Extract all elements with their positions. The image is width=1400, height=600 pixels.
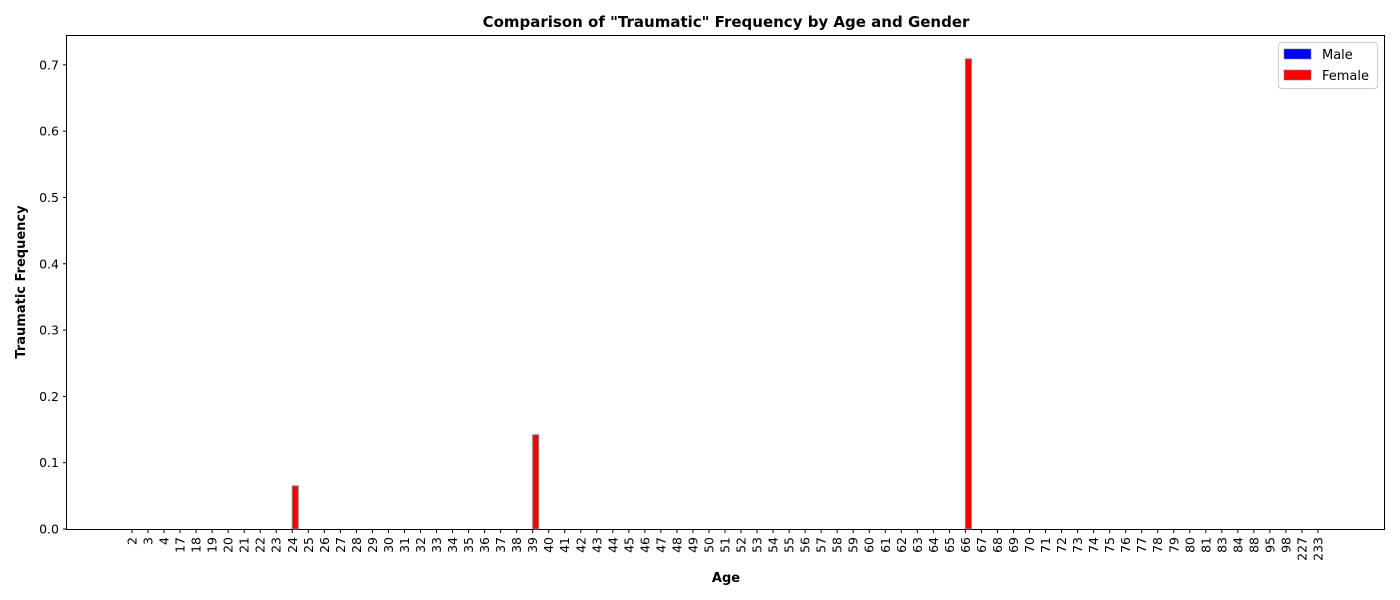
x-tick-label: 84 <box>1230 537 1245 553</box>
y-tick-label: 0.5 <box>39 190 59 205</box>
x-tick-label: 35 <box>461 537 476 553</box>
x-tick-label: 3 <box>141 537 156 545</box>
bar-female-24 <box>291 485 299 530</box>
x-tick-label: 64 <box>926 537 941 553</box>
x-tick-label: 18 <box>189 537 204 553</box>
x-tick-label: 73 <box>1070 537 1085 553</box>
legend-label-male: Male <box>1322 48 1353 63</box>
x-tick-label: 69 <box>1006 537 1021 553</box>
x-tick-label: 54 <box>766 537 781 553</box>
y-axis: 0.0 0.1 0.2 0.3 0.4 0.5 0.6 0.7 <box>39 57 67 537</box>
x-tick-label: 79 <box>1166 537 1181 553</box>
x-tick-label: 42 <box>573 537 588 553</box>
x-tick-label: 50 <box>701 537 716 553</box>
x-tick-label: 63 <box>910 537 925 553</box>
x-tick-label: 65 <box>942 537 957 553</box>
chart-title: Comparison of "Traumatic" Frequency by A… <box>483 13 970 31</box>
y-tick-label: 0.6 <box>39 124 59 139</box>
x-tick-label: 28 <box>349 537 364 553</box>
x-tick-label: 25 <box>301 537 316 553</box>
x-tick-label: 20 <box>221 537 236 553</box>
y-tick-label: 0.4 <box>39 256 59 271</box>
x-tick-label: 23 <box>269 537 284 553</box>
x-tick-label: 233 <box>1311 537 1326 561</box>
x-tick-label: 24 <box>285 537 300 553</box>
x-tick-label: 30 <box>381 537 396 553</box>
x-axis: 2 3 4 17 18 19 20 21 22 23 24 25 26 27 28 29 30 31 32 33 34 3… <box>125 529 1326 561</box>
x-axis-title: Age <box>712 571 740 586</box>
bars-layer <box>291 58 972 530</box>
x-tick-label: 53 <box>750 537 765 553</box>
x-tick-label: 77 <box>1134 537 1149 553</box>
x-tick-label: 88 <box>1246 537 1261 553</box>
legend-swatch-female <box>1283 69 1312 81</box>
x-tick-label: 60 <box>862 537 877 553</box>
x-tick-label: 78 <box>1150 537 1165 553</box>
x-tick-label: 66 <box>958 537 973 553</box>
x-tick-label: 32 <box>413 537 428 553</box>
x-tick-label: 29 <box>365 537 380 553</box>
x-tick-label: 47 <box>653 537 668 553</box>
x-tick-label: 19 <box>205 537 220 553</box>
x-tick-label: 37 <box>493 537 508 553</box>
x-tick-label: 17 <box>173 537 188 553</box>
x-tick-label: 98 <box>1278 537 1293 553</box>
x-tick-label: 38 <box>509 537 524 553</box>
x-tick-label: 39 <box>525 537 540 553</box>
x-tick-label: 68 <box>990 537 1005 553</box>
plot-area <box>66 35 1385 530</box>
x-tick-label: 27 <box>333 537 348 553</box>
x-tick-label: 31 <box>397 537 412 553</box>
x-tick-label: 34 <box>445 537 460 553</box>
y-axis-title: Traumatic Frequency <box>14 205 29 359</box>
x-tick-label: 44 <box>605 537 620 553</box>
legend: Male Female <box>1278 42 1378 89</box>
y-tick-label: 0.1 <box>39 455 59 470</box>
y-tick-label: 0.3 <box>39 323 59 338</box>
bar-female-66 <box>964 58 972 530</box>
y-tick-label: 0.0 <box>39 522 59 537</box>
x-tick-label: 52 <box>734 537 749 553</box>
x-tick-label: 61 <box>878 537 893 553</box>
y-tick-label: 0.7 <box>39 57 59 72</box>
x-tick-label: 59 <box>846 537 861 553</box>
x-tick-label: 2 <box>125 537 140 545</box>
x-tick-label: 67 <box>974 537 989 553</box>
x-tick-label: 22 <box>253 537 268 553</box>
x-tick-label: 49 <box>685 537 700 553</box>
x-tick-label: 57 <box>814 537 829 553</box>
x-tick-label: 33 <box>429 537 444 553</box>
x-tick-label: 56 <box>798 537 813 553</box>
x-tick-label: 62 <box>894 537 909 553</box>
x-tick-label: 43 <box>589 537 604 553</box>
x-tick-label: 81 <box>1198 537 1213 553</box>
x-tick-label: 83 <box>1214 537 1229 553</box>
x-tick-label: 40 <box>541 537 556 553</box>
x-tick-label: 51 <box>718 537 733 553</box>
x-tick-label: 72 <box>1054 537 1069 553</box>
x-tick-label: 58 <box>830 537 845 553</box>
bar-female-39 <box>532 434 540 530</box>
x-tick-label: 74 <box>1086 537 1101 553</box>
x-tick-label: 46 <box>637 537 652 553</box>
x-tick-label: 95 <box>1262 537 1277 553</box>
x-tick-label: 4 <box>157 537 172 545</box>
x-tick-label: 21 <box>237 537 252 553</box>
x-tick-label: 26 <box>317 537 332 553</box>
x-tick-label: 71 <box>1038 537 1053 553</box>
x-tick-label: 80 <box>1182 537 1197 553</box>
x-tick-label: 227 <box>1294 537 1309 561</box>
x-tick-label: 48 <box>669 537 684 553</box>
y-tick-label: 0.2 <box>39 389 59 404</box>
x-tick-label: 45 <box>621 537 636 553</box>
x-tick-label: 70 <box>1022 537 1037 553</box>
x-tick-label: 55 <box>782 537 797 553</box>
legend-label-female: Female <box>1322 69 1369 84</box>
legend-swatch-male <box>1283 48 1312 60</box>
x-tick-label: 76 <box>1118 537 1133 553</box>
x-tick-label: 36 <box>477 537 492 553</box>
x-tick-label: 41 <box>557 537 572 553</box>
x-tick-label: 75 <box>1102 537 1117 553</box>
